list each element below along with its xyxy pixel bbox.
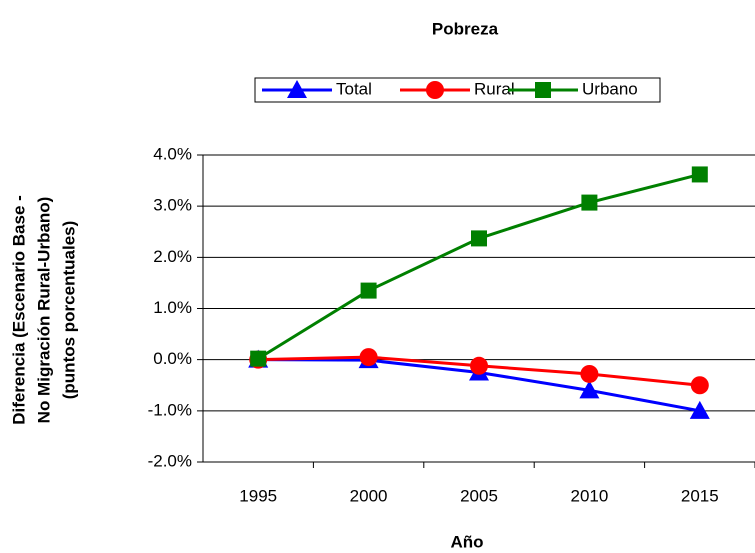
- y-tick-label: -2.0%: [148, 451, 192, 470]
- legend-label: Rural: [474, 79, 515, 98]
- y-tick-label: 0.0%: [153, 349, 192, 368]
- y-tick-label: 1.0%: [153, 298, 192, 317]
- marker: [360, 282, 377, 299]
- legend-marker: [287, 80, 307, 98]
- marker: [581, 194, 598, 211]
- marker: [690, 376, 709, 395]
- marker: [471, 230, 487, 247]
- legend-label: Urbano: [582, 79, 638, 98]
- y-label-line: No Migración Rural-Urbano): [34, 197, 53, 424]
- marker: [689, 400, 710, 419]
- y-axis-title: Diferencia (Escenario Base - No Migració…: [9, 195, 78, 425]
- x-tick-label: 2010: [570, 486, 608, 505]
- legend-marker: [426, 81, 444, 99]
- marker: [579, 380, 600, 399]
- marker: [691, 166, 708, 183]
- x-tick-label: 2000: [350, 486, 388, 505]
- y-tick-label: 3.0%: [153, 196, 192, 215]
- y-tick-label: 2.0%: [153, 247, 192, 266]
- marker: [250, 350, 267, 367]
- y-tick-label: 4.0%: [153, 144, 192, 163]
- y-tick-label: -1.0%: [148, 400, 192, 419]
- marker: [470, 356, 488, 375]
- legend-label: Total: [336, 79, 372, 98]
- x-tick-label: 2015: [681, 486, 719, 505]
- marker: [359, 348, 378, 367]
- x-tick-label: 1995: [239, 486, 277, 505]
- series-line: [257, 172, 701, 360]
- chart-title: Pobreza: [432, 19, 499, 38]
- marker: [580, 364, 599, 383]
- x-axis-title: Año: [450, 532, 483, 551]
- legend-marker: [535, 82, 551, 98]
- y-label-line: (puntos porcentuales): [59, 221, 78, 400]
- x-tick-label: 2005: [460, 486, 498, 505]
- y-label-line: Diferencia (Escenario Base -: [9, 195, 28, 425]
